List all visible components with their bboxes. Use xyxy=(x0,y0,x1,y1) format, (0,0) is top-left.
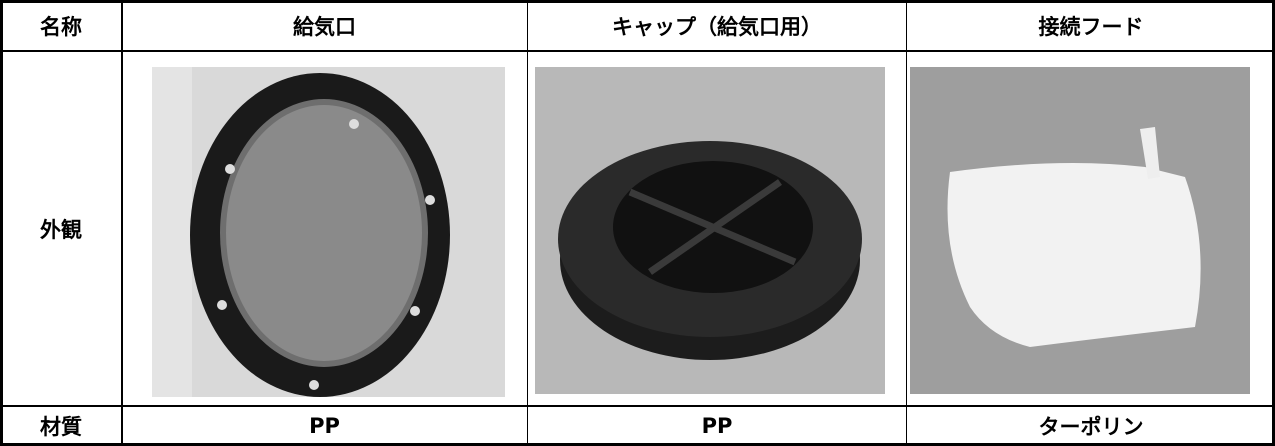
col-line xyxy=(527,0,528,446)
row-label: 材質 xyxy=(40,414,82,439)
col-line xyxy=(121,0,123,446)
border xyxy=(0,443,1275,446)
header-cell: 給気口 xyxy=(293,14,356,39)
border xyxy=(0,0,3,446)
material-cell: PP xyxy=(701,413,733,438)
border xyxy=(1272,0,1275,446)
col-line xyxy=(906,0,907,446)
border xyxy=(0,0,1275,3)
material-cell: PP xyxy=(309,413,340,438)
row-line xyxy=(0,50,1275,52)
header-cell: 接続フード xyxy=(1038,14,1144,39)
photo-cap xyxy=(535,67,885,394)
row-label: 外観 xyxy=(40,217,82,242)
material-cell: ターポリン xyxy=(1038,414,1144,439)
photo-hood xyxy=(910,67,1250,394)
row-line xyxy=(0,405,1275,407)
header-cell: 名称 xyxy=(40,14,82,39)
header-cell: キャップ（給気口用） xyxy=(612,14,822,39)
photo-air-inlet xyxy=(152,67,505,397)
